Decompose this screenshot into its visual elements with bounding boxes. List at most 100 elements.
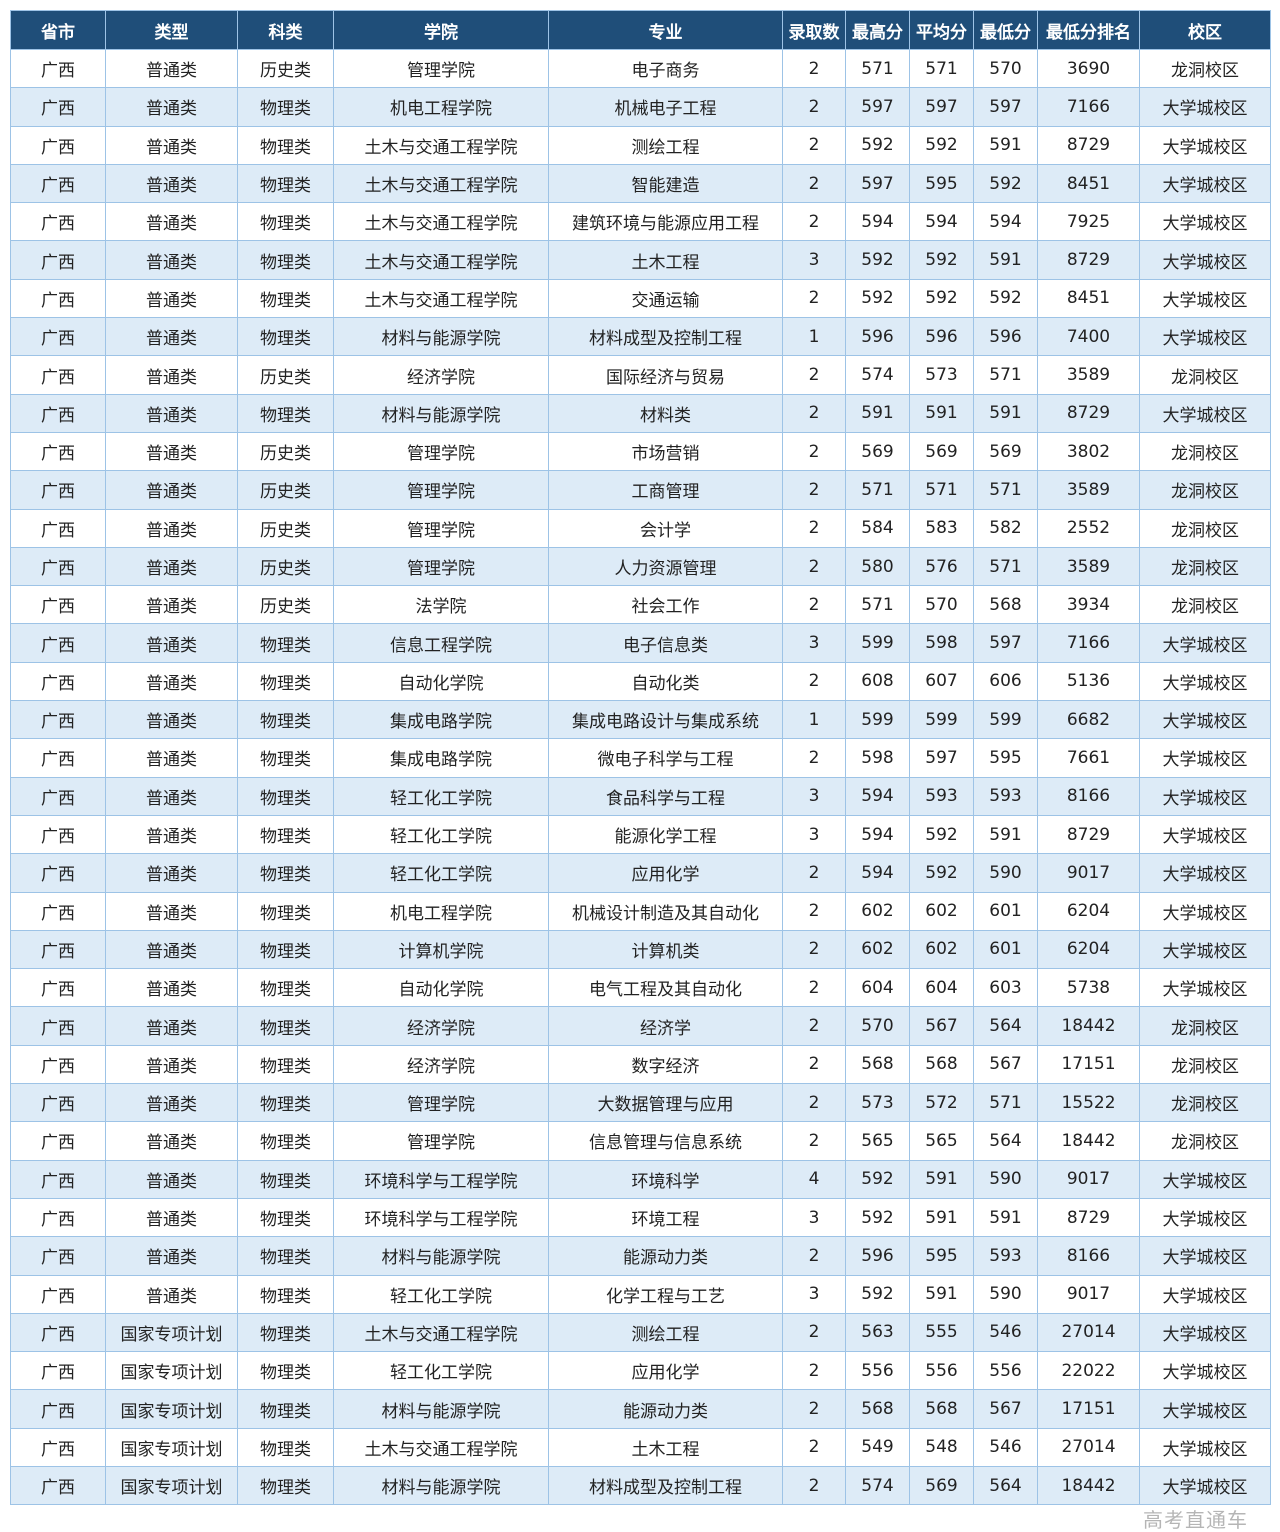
cell-province: 广西 (10, 355, 106, 395)
cell-province: 广西 (10, 163, 106, 204)
cell-subject: 物理类 (237, 163, 334, 204)
table-row: 广西 普通类 物理类 轻工化工学院 应用化学 2 594 592 590 9017 大学城校区 (10, 853, 1271, 893)
cell-min-score: 571 (973, 470, 1038, 510)
header-type: 类型 (105, 10, 238, 50)
cell-subject: 物理类 (237, 1006, 334, 1046)
cell-subject: 物理类 (237, 776, 334, 816)
cell-subject: 物理类 (237, 1044, 334, 1085)
cell-college: 材料与能源学院 (333, 1389, 549, 1429)
cell-max-score: 598 (845, 738, 910, 778)
cell-min-rank: 27014 (1037, 1312, 1140, 1353)
cell-college: 管理学院 (333, 470, 549, 510)
cell-max-score: 608 (845, 661, 910, 702)
cell-subject: 物理类 (237, 1351, 334, 1391)
cell-province: 广西 (10, 240, 106, 280)
cell-admitted: 4 (782, 1159, 846, 1199)
table-row: 广西 普通类 物理类 自动化学院 自动化类 2 608 607 606 5136 大学城校区 (10, 661, 1271, 702)
cell-major: 测绘工程 (548, 125, 783, 165)
cell-college: 自动化学院 (333, 661, 549, 702)
cell-subject: 物理类 (237, 393, 334, 433)
cell-type: 普通类 (105, 317, 238, 357)
cell-type: 普通类 (105, 1044, 238, 1085)
cell-max-score: 574 (845, 1465, 910, 1506)
cell-type: 普通类 (105, 1083, 238, 1123)
cell-campus: 大学城校区 (1139, 1197, 1271, 1238)
table-row: 广西 普通类 物理类 环境科学与工程学院 环境工程 3 592 591 591 8729 大学城校区 (10, 1197, 1271, 1238)
cell-avg-score: 570 (909, 585, 974, 625)
table-row: 广西 普通类 历史类 管理学院 电子商务 2 571 571 570 3690 龙洞校区 (10, 48, 1271, 89)
cell-campus: 大学城校区 (1139, 202, 1271, 242)
cell-campus: 大学城校区 (1139, 87, 1271, 127)
cell-max-score: 584 (845, 508, 910, 548)
cell-min-score: 597 (973, 623, 1038, 663)
cell-campus: 龙洞校区 (1139, 470, 1271, 510)
cell-max-score: 565 (845, 1121, 910, 1161)
cell-major: 人力资源管理 (548, 546, 783, 587)
cell-max-score: 594 (845, 776, 910, 816)
cell-college: 经济学院 (333, 355, 549, 395)
cell-major: 环境科学 (548, 1159, 783, 1199)
cell-college: 管理学院 (333, 508, 549, 548)
cell-campus: 大学城校区 (1139, 163, 1271, 204)
cell-max-score: 556 (845, 1351, 910, 1391)
cell-province: 广西 (10, 278, 106, 319)
cell-major: 电子商务 (548, 48, 783, 89)
cell-admitted: 2 (782, 1465, 846, 1506)
cell-admitted: 2 (782, 278, 846, 319)
cell-type: 普通类 (105, 929, 238, 970)
cell-max-score: 599 (845, 700, 910, 740)
cell-province: 广西 (10, 738, 106, 778)
cell-province: 广西 (10, 470, 106, 510)
cell-max-score: 597 (845, 87, 910, 127)
cell-college: 环境科学与工程学院 (333, 1197, 549, 1238)
cell-type: 普通类 (105, 661, 238, 702)
cell-admitted: 2 (782, 163, 846, 204)
cell-avg-score: 592 (909, 814, 974, 855)
cell-avg-score: 555 (909, 1312, 974, 1353)
cell-college: 管理学院 (333, 48, 549, 89)
cell-min-rank: 3690 (1037, 48, 1140, 89)
cell-type: 国家专项计划 (105, 1351, 238, 1391)
cell-campus: 龙洞校区 (1139, 1006, 1271, 1046)
cell-major: 机械电子工程 (548, 87, 783, 127)
table-row: 广西 国家专项计划 物理类 材料与能源学院 能源动力类 2 568 568 567 17151 大学… (10, 1389, 1271, 1429)
cell-avg-score: 569 (909, 431, 974, 472)
header-row: 省市 类型 科类 学院 专业 录取数 最高分 平均分 最低分 最低分排名 校区 (10, 10, 1271, 50)
cell-college: 环境科学与工程学院 (333, 1159, 549, 1199)
table-row: 广西 普通类 物理类 经济学院 数字经济 2 568 568 567 17151 龙洞校区 (10, 1044, 1271, 1085)
cell-admitted: 2 (782, 1351, 846, 1391)
cell-min-rank: 18442 (1037, 1006, 1140, 1046)
cell-major: 工商管理 (548, 470, 783, 510)
cell-type: 国家专项计划 (105, 1312, 238, 1353)
cell-province: 广西 (10, 87, 106, 127)
cell-min-rank: 8729 (1037, 240, 1140, 280)
cell-min-score: 590 (973, 1159, 1038, 1199)
cell-max-score: 602 (845, 929, 910, 970)
cell-max-score: 592 (845, 125, 910, 165)
cell-province: 广西 (10, 891, 106, 931)
table-body: 广西 普通类 历史类 管理学院 电子商务 2 571 571 570 3690 龙洞校区 广西 普通类物… (10, 48, 1271, 1506)
cell-min-score: 564 (973, 1006, 1038, 1046)
cell-province: 广西 (10, 393, 106, 433)
cell-min-rank: 8451 (1037, 278, 1140, 319)
cell-min-score: 564 (973, 1465, 1038, 1506)
cell-college: 机电工程学院 (333, 891, 549, 931)
cell-major: 社会工作 (548, 585, 783, 625)
cell-type: 普通类 (105, 125, 238, 165)
cell-campus: 大学城校区 (1139, 1312, 1271, 1353)
header-college: 学院 (333, 10, 549, 50)
cell-min-rank: 3589 (1037, 546, 1140, 587)
cell-province: 广西 (10, 776, 106, 816)
cell-min-score: 599 (973, 700, 1038, 740)
cell-campus: 大学城校区 (1139, 1274, 1271, 1314)
cell-admitted: 2 (782, 125, 846, 165)
cell-college: 经济学院 (333, 1044, 549, 1085)
cell-min-score: 601 (973, 929, 1038, 970)
cell-province: 广西 (10, 1312, 106, 1353)
cell-college: 计算机学院 (333, 929, 549, 970)
table-row: 广西 普通类 历史类 经济学院 国际经济与贸易 2 574 573 571 3589 龙洞校区 (10, 355, 1271, 395)
cell-min-score: 564 (973, 1121, 1038, 1161)
cell-college: 土木与交通工程学院 (333, 278, 549, 319)
cell-avg-score: 568 (909, 1044, 974, 1085)
cell-avg-score: 599 (909, 700, 974, 740)
